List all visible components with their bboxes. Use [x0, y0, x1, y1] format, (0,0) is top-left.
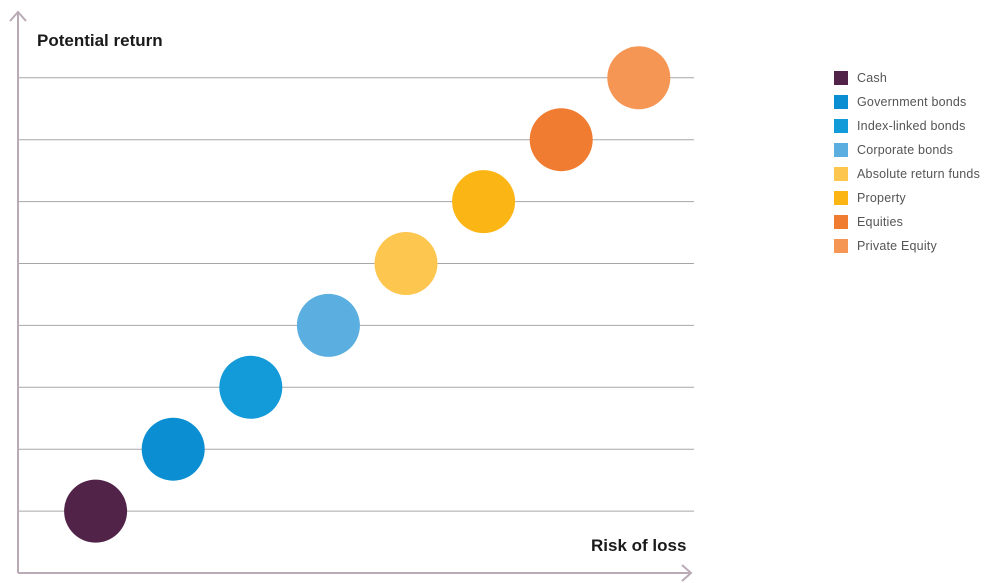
x-axis-arrow-icon: [681, 564, 693, 582]
axes: [9, 10, 693, 582]
legend-label: Private Equity: [857, 239, 937, 253]
legend-item: Government bonds: [834, 90, 980, 114]
legend-label: Absolute return funds: [857, 167, 981, 181]
legend-item: Equities: [834, 210, 980, 234]
legend-swatch: [834, 119, 848, 133]
legend-swatch: [834, 191, 848, 205]
legend-label: Government bonds: [857, 95, 967, 109]
gridlines: [18, 77, 694, 512]
legend-item: Private Equity: [834, 234, 980, 258]
data-point: [607, 46, 671, 110]
data-point: [374, 232, 438, 295]
data-point: [529, 108, 593, 172]
legend-label: Property: [857, 191, 906, 205]
y-axis-label: Potential return: [37, 31, 163, 50]
data-point: [64, 479, 128, 543]
legend-swatch: [834, 71, 848, 85]
data-point: [219, 355, 283, 419]
legend-swatch: [834, 95, 848, 109]
legend-item: Absolute return funds: [834, 162, 980, 186]
x-axis-label: Risk of loss: [591, 536, 687, 555]
legend-label: Corporate bonds: [857, 143, 954, 157]
legend-swatch: [834, 239, 848, 253]
data-point: [452, 170, 516, 234]
legend-swatch: [834, 143, 848, 157]
data-points: [64, 46, 671, 543]
data-point: [296, 293, 360, 357]
legend-item: Cash: [834, 66, 980, 90]
y-axis-arrow-icon: [9, 10, 27, 22]
legend-swatch: [834, 167, 848, 181]
legend-label: Equities: [857, 215, 904, 229]
data-point: [141, 417, 205, 481]
legend-item: Corporate bonds: [834, 138, 980, 162]
legend-label: Cash: [857, 71, 887, 85]
legend-item: Property: [834, 186, 980, 210]
legend: Cash Government bonds Index-linked bonds Co…: [834, 66, 980, 258]
legend-item: Index-linked bonds: [834, 114, 980, 138]
legend-label: Index-linked bonds: [857, 119, 966, 133]
legend-swatch: [834, 215, 848, 229]
